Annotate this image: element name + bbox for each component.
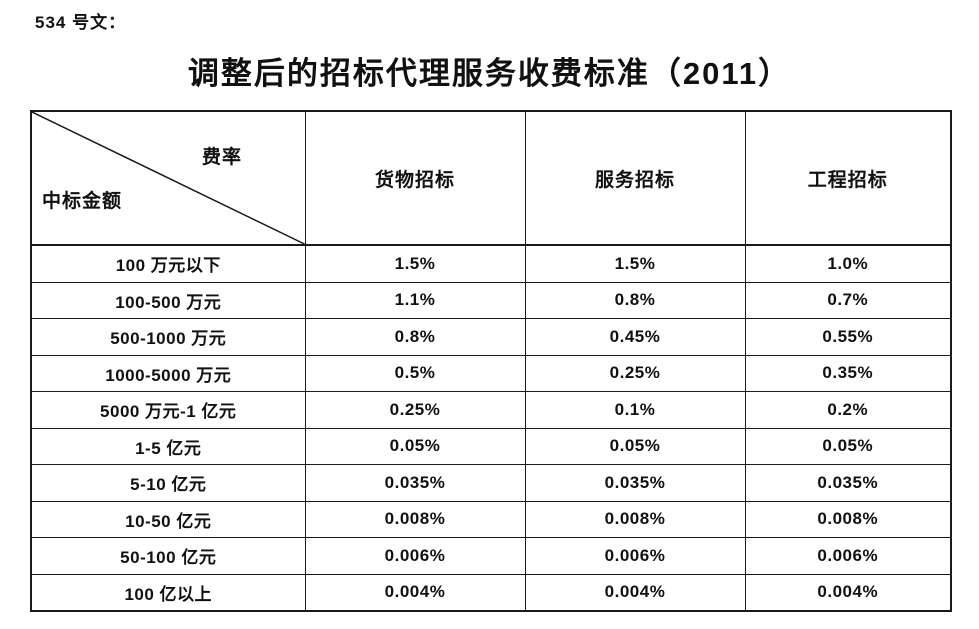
fee-value: 0.004% (304, 573, 526, 612)
fee-value: 0.25% (524, 354, 746, 392)
row-label: 50-100 亿元 (30, 537, 306, 575)
fee-value: 0.25% (304, 391, 526, 429)
corner-label-bid-amount: 中标金额 (42, 191, 123, 212)
fee-value: 0.006% (524, 537, 746, 575)
page-title: 调整后的招标代理服务收费标准（2011） (187, 56, 792, 91)
fee-value: 0.008% (524, 500, 746, 538)
table-row: 100 亿以上 0.004% 0.004% 0.004% (30, 573, 952, 612)
table-row: 10-50 亿元 0.008% 0.008% 0.008% (30, 500, 952, 538)
column-header-services-bidding: 服务招标 (524, 110, 746, 246)
fee-value: 0.45% (524, 318, 746, 356)
fee-value: 0.8% (524, 281, 746, 319)
doc-number-label: 534 号文： (35, 13, 127, 32)
fee-value: 0.006% (744, 537, 952, 575)
fee-value: 1.5% (524, 244, 746, 283)
row-label: 500-1000 万元 (30, 318, 306, 356)
row-label: 10-50 亿元 (30, 500, 306, 538)
table-row: 100 万元以下 1.5% 1.5% 1.0% (30, 244, 952, 283)
fee-value: 0.006% (304, 537, 526, 575)
fee-value: 0.55% (744, 318, 952, 356)
table-row: 1000-5000 万元 0.5% 0.25% 0.35% (30, 354, 952, 392)
fee-value: 0.5% (304, 354, 526, 392)
column-header-works-bidding: 工程招标 (744, 110, 952, 246)
row-label: 5000 万元-1 亿元 (30, 391, 306, 429)
table-header-row: 费率 中标金额 货物招标 服务招标 工程招标 (30, 110, 952, 246)
fee-value: 1.1% (304, 281, 526, 319)
row-label: 5-10 亿元 (30, 464, 306, 502)
fee-value: 0.05% (744, 427, 952, 465)
corner-box: 费率 中标金额 (32, 112, 305, 244)
fee-value: 0.05% (304, 427, 526, 465)
row-label: 100 万元以下 (30, 244, 306, 283)
row-label: 100 亿以上 (30, 573, 306, 612)
corner-label-fee-rate: 费率 (202, 147, 243, 168)
corner-cell: 费率 中标金额 (30, 110, 306, 246)
table-row: 5-10 亿元 0.035% 0.035% 0.035% (30, 464, 952, 502)
fee-value: 0.8% (304, 318, 526, 356)
column-header-goods-bidding: 货物招标 (304, 110, 526, 246)
fee-value: 1.5% (304, 244, 526, 283)
fee-value: 0.004% (744, 573, 952, 612)
fee-value: 0.7% (744, 281, 952, 319)
table-row: 50-100 亿元 0.006% 0.006% 0.006% (30, 537, 952, 575)
fee-rate-table: 费率 中标金额 货物招标 服务招标 工程招标 100 万元以下 1.5% 1.5… (30, 110, 952, 612)
fee-value: 0.035% (304, 464, 526, 502)
table-row: 5000 万元-1 亿元 0.25% 0.1% 0.2% (30, 391, 952, 429)
fee-value: 0.008% (744, 500, 952, 538)
row-label: 1000-5000 万元 (30, 354, 306, 392)
fee-value: 0.004% (524, 573, 746, 612)
fee-value: 0.035% (524, 464, 746, 502)
diagonal-divider-line (32, 112, 305, 244)
row-label: 100-500 万元 (30, 281, 306, 319)
table-row: 1-5 亿元 0.05% 0.05% 0.05% (30, 427, 952, 465)
fee-value: 0.05% (524, 427, 746, 465)
fee-value: 0.035% (744, 464, 952, 502)
fee-value: 0.35% (744, 354, 952, 392)
fee-value: 1.0% (744, 244, 952, 283)
fee-value: 0.1% (524, 391, 746, 429)
table-row: 500-1000 万元 0.8% 0.45% 0.55% (30, 318, 952, 356)
fee-value: 0.008% (304, 500, 526, 538)
row-label: 1-5 亿元 (30, 427, 306, 465)
fee-value: 0.2% (744, 391, 952, 429)
table-row: 100-500 万元 1.1% 0.8% 0.7% (30, 281, 952, 319)
